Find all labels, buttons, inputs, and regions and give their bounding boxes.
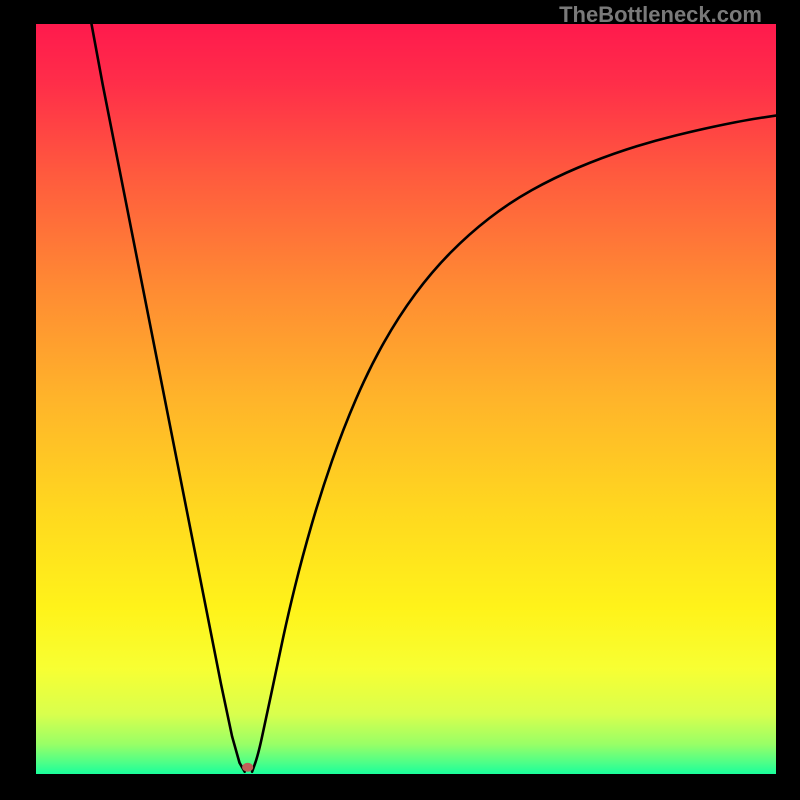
chart-plot-area bbox=[36, 24, 776, 774]
chart-svg bbox=[36, 24, 776, 774]
minimum-marker bbox=[242, 763, 253, 772]
watermark-text: TheBottleneck.com bbox=[559, 2, 762, 28]
chart-background-gradient bbox=[36, 24, 776, 774]
